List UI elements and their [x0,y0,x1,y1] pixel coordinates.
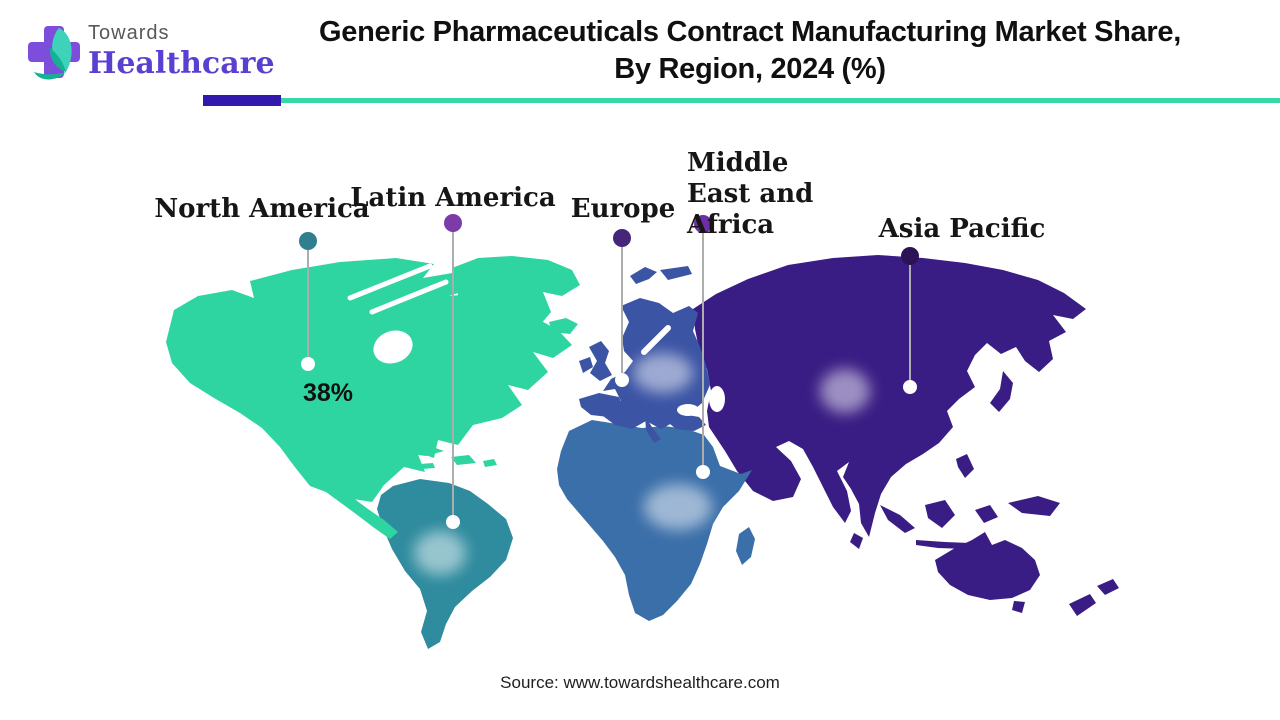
map-channel-lines [347,263,671,355]
map-sea-cutouts [373,330,725,416]
anchor-dot-europe [615,373,629,387]
accent-bar-purple [203,95,281,106]
brand-logo: Towards Healthcare [18,12,275,90]
map-watermark-blobs [414,353,870,575]
chart-title-line2: By Region, 2024 (%) [614,53,886,85]
anchor-dot-latin-america [446,515,460,529]
marker-dot-middle-east-africa [694,215,712,233]
marker-middle-east-africa [694,215,712,479]
anchor-dot-asia-pacific [903,380,917,394]
accent-bar-teal [281,98,1280,103]
label-north-america: North America [154,194,370,224]
label-middle-east-africa: Middle East and Africa [687,148,814,240]
anchor-dot-middle-east-africa [696,465,710,479]
marker-europe [613,229,631,387]
label-asia-pacific: Asia Pacific [878,214,1046,244]
logo-healthcare-text: Healthcare [88,46,275,81]
marker-dot-north-america [299,232,317,250]
region-shape-asia-pacific [693,255,1119,616]
marker-asia-pacific [901,247,919,394]
callout-markers [299,214,919,529]
marker-dot-asia-pacific [901,247,919,265]
source-text: Source: www.towardshealthcare.com [500,673,780,692]
marker-latin-america [444,214,462,529]
logo-towards-text: Towards [88,22,170,44]
share-value-north-america: 38% [303,379,354,407]
marker-dot-europe [613,229,631,247]
chart-title-line1: Generic Pharmaceuticals Contract Manufac… [319,16,1181,48]
region-shape-north-america [166,256,580,539]
healthcare-cross-leaf-icon [28,26,80,80]
label-europe: Europe [570,194,676,224]
anchor-dot-north-america [301,357,315,371]
marker-dot-latin-america [444,214,462,232]
label-latin-america: Latin America [350,183,556,213]
chart-title: Generic Pharmaceuticals Contract Manufac… [250,14,1250,88]
marker-north-america [299,232,317,371]
